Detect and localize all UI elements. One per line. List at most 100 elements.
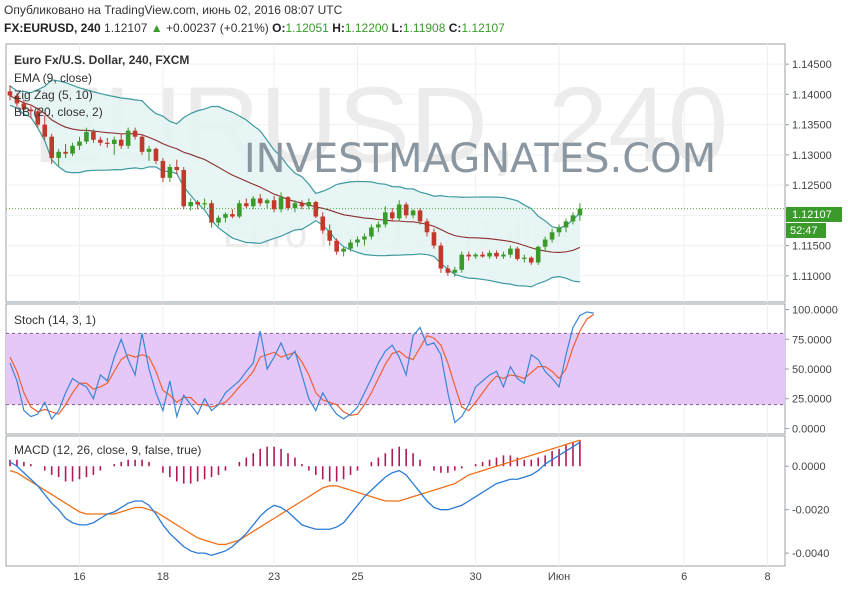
bb-band-fill <box>10 79 580 287</box>
candle-body <box>542 239 548 247</box>
candle-body <box>355 239 360 243</box>
candle-body <box>77 141 82 146</box>
chart-canvas[interactable]: EURUSD, 240 Euro Fx/U.S. Dollar INVESTMA… <box>0 42 848 590</box>
legend-bb[interactable]: BB (20, close, 2) <box>14 105 103 119</box>
open-value: 1.12051 <box>285 21 329 35</box>
candle-body <box>515 248 520 259</box>
candle-body <box>105 142 110 144</box>
stoch-tick-label: 75.0000 <box>792 334 832 346</box>
x-tick-label: 23 <box>268 571 280 583</box>
candle-body <box>111 139 117 144</box>
current-price-tag <box>786 207 842 222</box>
close-value: 1.12107 <box>461 21 505 35</box>
x-tick-label: 8 <box>764 571 770 583</box>
candle-body <box>466 254 471 257</box>
legend-title[interactable]: Euro Fx/U.S. Dollar, 240, FXCM <box>14 53 189 67</box>
candle-body <box>223 214 228 218</box>
last-price: 1.12107 <box>104 21 148 35</box>
macd-tick-label: 0.0000 <box>792 461 826 473</box>
candle-body <box>417 210 423 222</box>
candle-body <box>230 214 235 217</box>
up-arrow-icon: ▲ <box>150 21 163 35</box>
candle-body <box>195 202 200 205</box>
candle-body <box>153 148 159 161</box>
candle-body <box>459 254 465 270</box>
candle-body <box>341 248 346 252</box>
candle-body <box>306 202 312 207</box>
candle-body <box>21 103 27 110</box>
macd-signal-line <box>9 439 581 546</box>
candle-body <box>174 166 180 170</box>
price-tick-label: 1.11500 <box>792 241 831 253</box>
price-tick-label: 1.14500 <box>792 59 832 71</box>
symbol-ohlc-line: FX:EURUSD, 240 1.12107 ▲ +0.00237 (+0.21… <box>4 21 505 35</box>
candle-body <box>508 248 513 255</box>
candle-body <box>84 131 89 142</box>
candle-body <box>292 203 298 209</box>
candle-body <box>556 227 562 233</box>
bb-upper-line <box>9 79 581 229</box>
candle-body <box>348 242 353 249</box>
stoch-tick-label: 25.0000 <box>792 394 832 406</box>
legend-zigzag[interactable]: Zig Zag (5, 10) <box>14 88 93 102</box>
candle-body <box>42 124 48 137</box>
candle-body <box>410 210 416 216</box>
candle-body <box>549 232 555 240</box>
brand-watermark: INVESTMAGNATES.COM <box>244 136 716 182</box>
macd-series <box>9 439 581 556</box>
candle-body <box>98 139 103 143</box>
close-key: C: <box>448 21 462 35</box>
current-price-label: 1.12107 <box>792 209 832 221</box>
candle-body <box>577 208 583 216</box>
candle-body <box>244 203 249 207</box>
candle-body <box>327 230 332 241</box>
candle-body <box>403 204 409 216</box>
stoch-tick-label: 0.0000 <box>792 423 826 435</box>
candle-body <box>501 254 506 257</box>
symbol-label[interactable]: FX:EURUSD, 240 <box>4 21 101 35</box>
candle-body <box>494 252 499 257</box>
candle-body <box>376 224 381 228</box>
stoch-d-line <box>9 313 595 416</box>
countdown-label: 52:47 <box>790 225 818 237</box>
candle-body <box>396 204 402 219</box>
stoch-tick-label: 100.0000 <box>792 305 838 317</box>
macd-tick-label: -0.0040 <box>792 548 829 560</box>
stoch-k-line <box>9 311 594 424</box>
candle-body <box>35 111 41 125</box>
published-line: Опубликовано на TradingView.com, июнь 02… <box>4 3 343 17</box>
candle-body <box>528 257 534 263</box>
candle-body <box>522 257 527 259</box>
x-tick-label: 16 <box>73 571 85 583</box>
candle-body <box>431 232 437 246</box>
chart-header: Опубликовано на TradingView.com, июнь 02… <box>0 0 848 42</box>
candle-body <box>278 197 284 210</box>
candle-body <box>334 240 339 252</box>
candle-body <box>118 139 124 146</box>
candle-body <box>139 136 145 152</box>
candle-body <box>285 197 291 209</box>
candle-body <box>49 136 54 158</box>
x-tick-label: 30 <box>470 571 482 583</box>
candle-body <box>63 151 68 154</box>
candle-body <box>563 221 569 228</box>
price-tick-label: 1.14000 <box>792 89 832 101</box>
bb-lower-line <box>9 104 580 288</box>
price-pane[interactable] <box>5 43 786 303</box>
x-tick-label: Июн <box>548 571 570 583</box>
macd-tick-label: -0.0020 <box>792 505 829 517</box>
candle-body <box>424 221 430 233</box>
candle-body <box>313 202 319 217</box>
candle-body <box>56 151 61 158</box>
candle-body <box>271 200 277 210</box>
candle-body <box>160 160 166 178</box>
legend-ema[interactable]: EMA (9, close) <box>14 71 92 85</box>
candle-body <box>202 203 207 205</box>
candle-body <box>125 130 131 146</box>
candle-body <box>299 203 305 207</box>
price-tick-label: 1.11000 <box>792 271 831 283</box>
macd-title[interactable]: MACD (12, 26, close, 9, false, true) <box>14 443 201 457</box>
low-key: L: <box>391 21 403 35</box>
stoch-title[interactable]: Stoch (14, 3, 1) <box>14 313 96 327</box>
candle-body <box>480 254 485 257</box>
